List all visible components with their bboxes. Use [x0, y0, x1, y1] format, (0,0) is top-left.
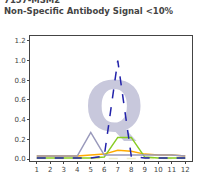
svg-text:0.2: 0.2 — [14, 136, 25, 144]
svg-text:3: 3 — [62, 166, 66, 174]
svg-text:4: 4 — [75, 166, 80, 174]
svg-text:0.8: 0.8 — [14, 77, 25, 85]
svg-text:9: 9 — [143, 166, 147, 174]
svg-text:0.6: 0.6 — [14, 96, 26, 104]
svg-text:1.2: 1.2 — [14, 37, 25, 45]
svg-text:10: 10 — [154, 166, 163, 174]
svg-text:8: 8 — [129, 166, 133, 174]
svg-text:6: 6 — [102, 166, 107, 174]
svg-text:0.0: 0.0 — [14, 155, 25, 163]
svg-text:2: 2 — [48, 166, 52, 174]
svg-text:1.0: 1.0 — [14, 57, 25, 65]
svg-text:1: 1 — [35, 166, 39, 174]
svg-text:7157-MSM2Non-Specific Antibody: 7157-MSM2Non-Specific Antibody Signal <1… — [4, 0, 174, 16]
svg-text:7: 7 — [116, 166, 120, 174]
svg-text:11: 11 — [167, 166, 176, 174]
svg-text:Q: Q — [84, 66, 144, 148]
svg-text:5: 5 — [89, 166, 93, 174]
svg-text:12: 12 — [181, 166, 190, 174]
svg-text:0.4: 0.4 — [14, 116, 26, 124]
